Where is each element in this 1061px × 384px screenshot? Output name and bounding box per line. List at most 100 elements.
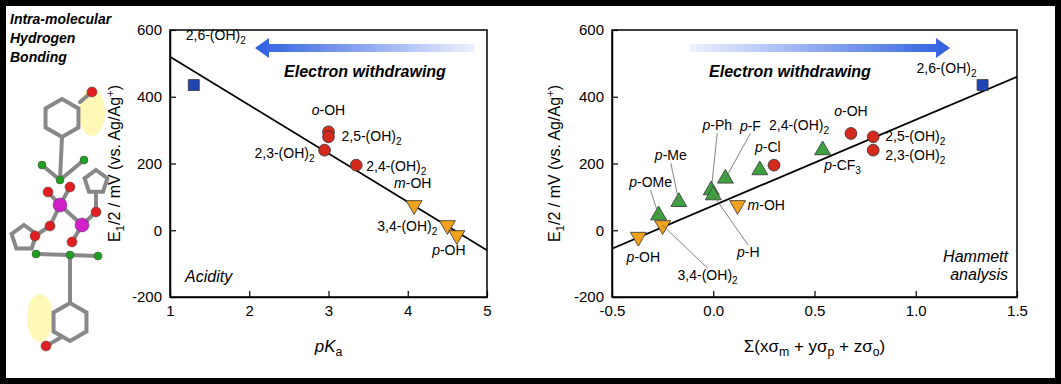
point-label: o-OH xyxy=(834,103,867,119)
atom xyxy=(91,207,101,217)
text-run: 2,4-(OH xyxy=(769,117,819,133)
atom xyxy=(53,198,67,212)
data-point xyxy=(671,193,687,207)
x-tick-label: 4 xyxy=(404,302,412,319)
x-axis-title: pKa xyxy=(314,337,343,359)
point-label: p-CF3 xyxy=(823,157,861,176)
point-label: p-OH xyxy=(626,249,660,265)
text-run: /2 / mV (vs. Ag/Ag xyxy=(546,97,563,225)
hbond-glow xyxy=(79,88,105,136)
text-run: 2 xyxy=(309,153,315,164)
text-run: o xyxy=(312,102,320,118)
y-tick-label: -200 xyxy=(132,288,162,305)
data-point xyxy=(867,144,879,156)
atom xyxy=(94,252,102,260)
y-tick-label: -200 xyxy=(574,288,604,305)
point-label: 2,5-(OH)2 xyxy=(342,128,402,147)
point-label: p-Cl xyxy=(754,139,781,155)
x-tick-mark xyxy=(814,291,815,297)
atom xyxy=(75,218,89,232)
text-run: p xyxy=(736,244,745,260)
point-label: m-OH xyxy=(748,197,785,213)
x-tick: 3 xyxy=(325,291,333,319)
text-run: -Ph xyxy=(710,117,732,133)
point-labels: 2,6-(OH)2o-OH2,5-(OH)22,3-(OH)22,4-(OH)2… xyxy=(626,60,977,286)
point-label: 2,5-(OH)2 xyxy=(885,128,945,147)
y-tick: 0 xyxy=(154,222,176,239)
text-run: + y xyxy=(789,337,817,356)
outer-border xyxy=(0,0,1061,384)
point-label: 2,6-(OH)2 xyxy=(186,27,246,46)
y-tick-label: 400 xyxy=(579,88,604,105)
text-run: 3 xyxy=(855,165,861,176)
data-point xyxy=(768,159,780,171)
y-tick: 0 xyxy=(596,222,618,239)
x-tick: 1.0 xyxy=(906,291,927,319)
hbond-glow xyxy=(27,294,53,342)
data-point xyxy=(845,128,857,140)
data-point xyxy=(705,186,721,200)
y-tick-label: 600 xyxy=(137,21,162,38)
text-run: 2 xyxy=(240,35,246,46)
text-run: p xyxy=(628,174,637,190)
x-tick-label: 1.5 xyxy=(1007,302,1028,319)
text-run: p xyxy=(431,242,440,258)
text-run: p xyxy=(823,157,832,173)
arrow xyxy=(690,38,950,58)
x-tick-label: 1.0 xyxy=(906,302,927,319)
text-run: F xyxy=(847,157,856,173)
leader-line xyxy=(671,163,679,202)
plot-frame xyxy=(612,30,1017,297)
data-point xyxy=(977,80,988,91)
text-run: a xyxy=(336,345,343,359)
x-tick-mark xyxy=(408,291,409,297)
text-run: Hammett xyxy=(943,248,1008,265)
bond xyxy=(60,160,84,180)
text-run: 2,6-(OH xyxy=(186,27,236,43)
text-run: p xyxy=(314,337,324,356)
point-label: p-Me xyxy=(654,147,687,163)
data-point xyxy=(651,206,667,220)
text-run: 2 xyxy=(396,136,402,147)
text-run: σ xyxy=(817,337,828,356)
text-run: /2 / mV (vs. Ag/Ag xyxy=(106,97,123,225)
text-run: 2 xyxy=(940,155,946,166)
text-run: analysis xyxy=(950,266,1008,283)
point-label: o-OH xyxy=(312,102,345,118)
x-tick-label: 2 xyxy=(246,302,254,319)
text-run: -OH xyxy=(406,175,432,191)
plot-frame xyxy=(170,30,487,297)
x-tick: 0.0 xyxy=(703,291,724,319)
y-axis-title: E1/2 / mV (vs. Ag/Ag+) xyxy=(544,85,566,242)
data-point xyxy=(815,141,831,155)
y-tick-label: 600 xyxy=(579,21,604,38)
x-tick: 0.5 xyxy=(805,291,826,319)
point-label: 3,4-(OH)2 xyxy=(678,267,738,286)
y-tick-mark xyxy=(612,97,618,98)
annotation: Hammettanalysis xyxy=(943,248,1008,283)
y-tick-label: 400 xyxy=(137,88,162,105)
text-run: 2,4-(OH xyxy=(366,158,416,174)
y-axis-title: E1/2 / mV (vs. Ag/Ag+) xyxy=(104,85,126,242)
text-run: 2,5-(OH xyxy=(342,128,392,144)
text-run: -F xyxy=(748,118,761,134)
text-run: -H xyxy=(745,244,760,260)
data-point xyxy=(717,169,733,183)
data-point xyxy=(406,201,422,215)
y-tick-mark xyxy=(170,230,176,231)
data-point xyxy=(323,131,335,143)
text-run: 3,4-(OH xyxy=(678,267,728,283)
atom xyxy=(67,237,77,247)
atom xyxy=(87,87,97,97)
text-run: p xyxy=(754,139,763,155)
text-run: -OH xyxy=(634,249,660,265)
text-run: -OH xyxy=(759,197,785,213)
y-tick-label: 0 xyxy=(154,222,162,239)
leader-line xyxy=(725,134,750,179)
point-label: 3,4-(OH)2 xyxy=(377,218,437,237)
annotation: Electron withdrawing xyxy=(284,63,446,80)
data-point xyxy=(630,232,646,246)
data-point xyxy=(655,221,671,235)
x-tick-mark xyxy=(916,291,917,297)
atom xyxy=(56,176,64,184)
